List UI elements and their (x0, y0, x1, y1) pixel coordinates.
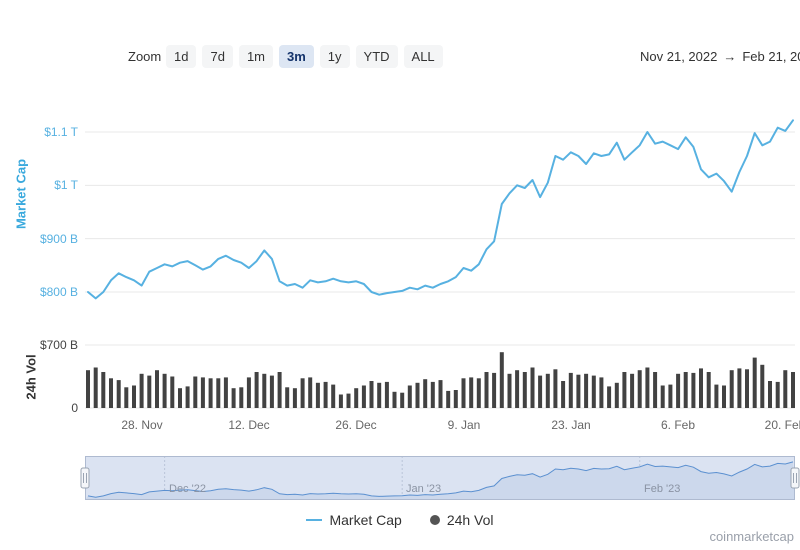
legend-item-24h-vol[interactable]: 24h Vol (429, 512, 494, 528)
navigator-handle-left[interactable] (80, 467, 90, 489)
ytick-1-1t: $1.1 T (44, 125, 78, 139)
range-selector-toolbar: Zoom 1d 7d 1m 3m 1y YTD ALL Nov 21, 2022… (0, 44, 800, 70)
range-button-1d[interactable]: 1d (166, 45, 197, 68)
navigator-handle-right[interactable] (790, 467, 800, 489)
xtick-26-dec: 26. Dec (335, 418, 377, 432)
gridlines (85, 131, 795, 409)
date-range-arrow-icon: → (723, 49, 737, 64)
market-cap-line (87, 119, 794, 300)
volume-bars (86, 352, 795, 408)
legend-label-market-cap: Market Cap (329, 512, 402, 528)
xtick-9-jan: 9. Jan (447, 418, 481, 432)
ytick-700b: $700 B (39, 338, 78, 352)
date-range: Nov 21, 2022 → Feb 21, 2023 (640, 49, 800, 64)
coinmarketcap-watermark: coinmarketcap (709, 529, 794, 544)
xtick-28-nov: 28. Nov (121, 418, 163, 432)
range-button-7d[interactable]: 7d (202, 45, 233, 68)
volume-dot-swatch-icon (429, 515, 440, 525)
navigator-label-feb: Feb '23 (644, 483, 681, 495)
xtick-12-dec: 12. Dec (228, 418, 270, 432)
ytick-800b: $800 B (39, 285, 78, 299)
legend: Market Cap 24h Vol (0, 512, 800, 528)
date-range-from[interactable]: Nov 21, 2022 (640, 49, 718, 64)
legend-label-24h-vol: 24h Vol (446, 512, 494, 528)
range-button-all[interactable]: ALL (403, 45, 443, 68)
range-button-1m[interactable]: 1m (238, 45, 273, 68)
legend-item-market-cap[interactable]: Market Cap (306, 512, 402, 528)
xtick-20-feb: 20. Feb (764, 418, 800, 432)
zoom-label: Zoom (128, 49, 162, 64)
range-button-1y[interactable]: 1y (319, 45, 350, 68)
market-cap-axis-title: Market Cap (13, 158, 29, 230)
range-button-3m[interactable]: 3m (279, 45, 314, 68)
xtick-23-jan: 23. Jan (551, 418, 591, 432)
xtick-6-feb: 6. Feb (660, 418, 696, 432)
navigator-label-jan: Jan '23 (406, 483, 442, 495)
volume-axis-title: 24h Vol (23, 354, 39, 400)
navigator-label-dec: Dec '22 (169, 483, 206, 495)
range-button-ytd[interactable]: YTD (355, 45, 398, 68)
ytick-0: 0 (71, 401, 78, 415)
ytick-900b: $900 B (39, 232, 78, 246)
ytick-1t: $1 T (54, 178, 78, 192)
range-button-group: 1d 7d 1m 3m 1y YTD ALL (166, 45, 443, 68)
date-range-to[interactable]: Feb 21, 2023 (742, 49, 800, 64)
market-cap-line-swatch-icon (306, 519, 323, 521)
